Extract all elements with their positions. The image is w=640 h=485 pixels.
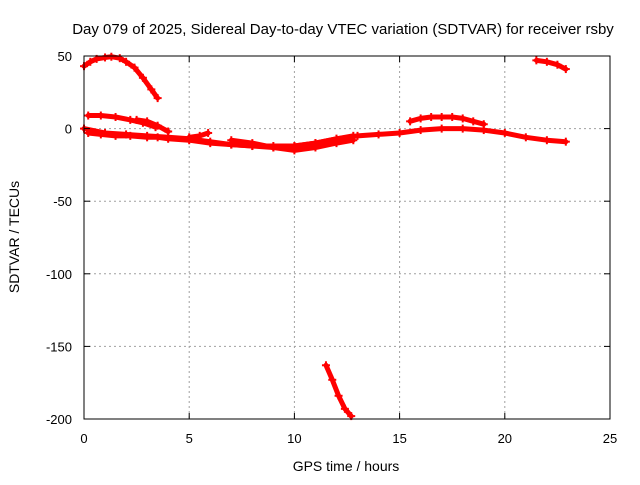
data-point — [479, 120, 488, 129]
y-tick-label: -200 — [46, 412, 72, 427]
series-layer — [80, 52, 570, 421]
data-point — [86, 57, 95, 66]
data-point — [311, 143, 320, 152]
data-point — [328, 375, 337, 384]
data-point — [500, 128, 509, 137]
x-tick-label: 20 — [498, 431, 512, 446]
data-point — [164, 134, 173, 143]
x-tick-label: 0 — [80, 431, 87, 446]
data-point — [469, 117, 478, 126]
data-point — [521, 133, 530, 142]
y-tick-label: -100 — [46, 267, 72, 282]
data-point — [206, 139, 215, 148]
y-tick-label: 50 — [58, 49, 72, 64]
data-point — [107, 52, 116, 61]
data-point — [227, 136, 236, 145]
data-point — [561, 65, 570, 74]
data-point — [561, 137, 570, 146]
data-point — [84, 128, 93, 137]
data-point — [122, 57, 131, 66]
x-tick-label: 10 — [287, 431, 301, 446]
tick-layer: 0 5 10 15 20 25 50 0 -50 -100 -150 -200 — [46, 49, 617, 446]
data-point — [185, 133, 194, 142]
data-point — [143, 133, 152, 142]
data-point — [204, 128, 213, 137]
x-tick-label: 5 — [186, 431, 193, 446]
data-point — [290, 146, 299, 155]
data-point — [427, 112, 436, 121]
data-point — [332, 139, 341, 148]
data-point — [111, 131, 120, 140]
data-point — [132, 115, 141, 124]
data-point — [195, 131, 204, 140]
data-point — [416, 114, 425, 123]
data-point — [458, 114, 467, 123]
data-point — [96, 111, 105, 120]
series-line-arc-5 — [134, 117, 171, 134]
data-point — [406, 117, 415, 126]
data-point — [458, 124, 467, 133]
y-tick-label: -50 — [53, 194, 72, 209]
data-point — [542, 136, 551, 145]
x-axis-label: GPS time / hours — [293, 458, 400, 474]
data-point — [269, 143, 278, 152]
data-point — [437, 124, 446, 133]
data-point — [164, 127, 173, 136]
y-tick-label: -150 — [46, 339, 72, 354]
data-point — [147, 85, 156, 94]
data-point — [542, 57, 551, 66]
data-point — [153, 121, 162, 130]
data-point — [321, 361, 330, 370]
data-point — [532, 56, 541, 65]
data-point — [374, 130, 383, 139]
data-point — [248, 139, 257, 148]
grid-layer — [84, 56, 610, 419]
data-point — [138, 73, 147, 82]
data-point — [395, 128, 404, 137]
data-point — [448, 112, 457, 121]
data-point — [349, 136, 358, 145]
data-point — [96, 130, 105, 139]
data-point — [84, 111, 93, 120]
data-point — [126, 131, 135, 140]
series-line-arc-10 — [533, 57, 569, 72]
chart-title: Day 079 of 2025, Sidereal Day-to-day VTE… — [72, 21, 614, 38]
data-point — [334, 391, 343, 400]
data-point — [340, 404, 349, 413]
data-point — [553, 60, 562, 69]
y-tick-label: 0 — [65, 122, 72, 137]
series-line-arc-3 — [85, 130, 356, 150]
x-tick-label: 15 — [392, 431, 406, 446]
data-point — [111, 112, 120, 121]
data-point — [437, 112, 446, 121]
data-point — [153, 94, 162, 103]
data-point — [130, 63, 139, 72]
data-point — [416, 126, 425, 135]
y-axis-label: SDTVAR / TECUs — [6, 181, 22, 293]
plot-frame — [83, 55, 611, 420]
data-point — [143, 117, 152, 126]
data-point — [153, 133, 162, 142]
x-tick-label: 25 — [603, 431, 617, 446]
